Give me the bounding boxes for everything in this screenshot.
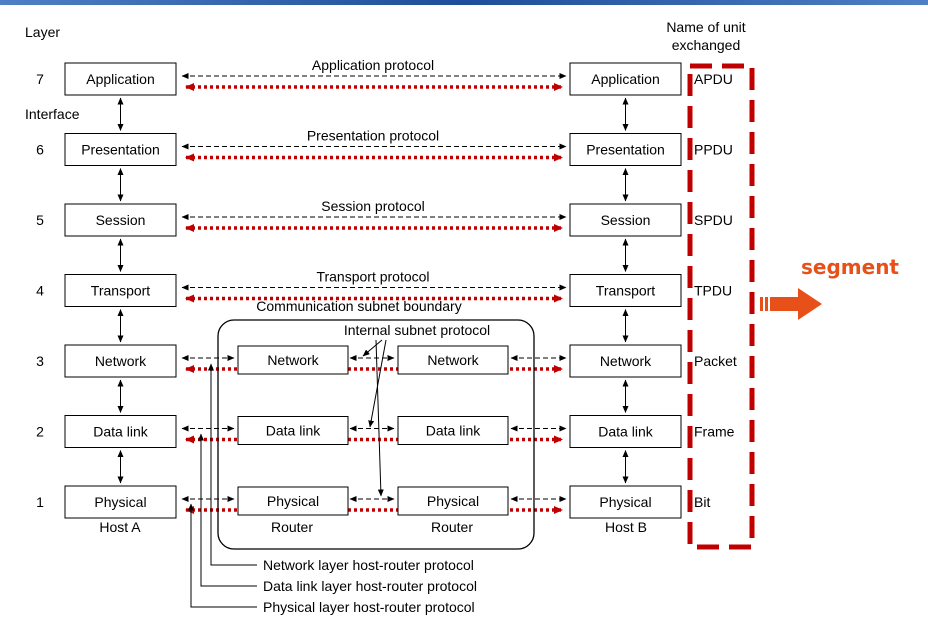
unit-highlight-box	[687, 63, 755, 550]
host-router-leaders	[188, 363, 257, 608]
subnet-boundary	[217, 319, 535, 550]
interface-arrows	[117, 97, 629, 484]
layer-row-physical: 1 Physical Physical Bit	[36, 485, 710, 519]
layer-number-data-link: 2	[36, 424, 44, 440]
host-a-label: Host A	[99, 519, 141, 535]
unit-bit: Bit	[694, 494, 710, 510]
unit-header-line2: exchanged	[672, 37, 741, 53]
host-a-box-session	[64, 203, 177, 237]
router-b-box-data-link	[397, 416, 509, 445]
host-a-label-session: Session	[96, 212, 146, 228]
router-b-label-network: Network	[427, 352, 479, 368]
layer-row-transport: 4 Transport Transport TPDU Transport protoco…	[36, 269, 732, 307]
top-rule	[0, 0, 928, 5]
layer-row-presentation: 6 Presentation Presentation PPDU Presentatio…	[36, 128, 733, 166]
host-a-box-physical	[64, 485, 177, 519]
layer-row-network: 3 Network Network Packet	[36, 344, 737, 378]
host-b-box-physical	[569, 485, 682, 519]
protocol-label-transport: Transport protocol	[316, 269, 429, 285]
layer-rows: 7 Application Application APDU Application p…	[36, 57, 737, 519]
layer-header: Layer	[25, 24, 60, 40]
router-b-label-physical: Physical	[427, 493, 479, 509]
internal-protocol-pointers	[362, 339, 387, 497]
unit-frame: Frame	[694, 424, 735, 440]
subnet-boundary-label: Communication subnet boundary	[256, 298, 461, 314]
layer-number-physical: 1	[36, 494, 44, 510]
host-b-box-transport	[569, 274, 682, 307]
host-b-label-physical: Physical	[599, 494, 651, 510]
layer-number-presentation: 6	[36, 142, 44, 158]
host-a-box-transport	[64, 274, 177, 307]
router-b-label-data-link: Data link	[426, 423, 481, 439]
unit-ppdu: PPDU	[694, 142, 733, 158]
layer-number-transport: 4	[36, 283, 44, 299]
host-b-label: Host B	[605, 519, 647, 535]
host-b-label-application: Application	[591, 71, 660, 87]
internal-protocol-label: Internal subnet protocol	[344, 322, 490, 338]
layer-number-session: 5	[36, 212, 44, 228]
network-host-router-protocol: Network layer host-router protocol	[263, 557, 474, 573]
router-right-label: Router	[431, 519, 473, 535]
host-a-label-transport: Transport	[91, 283, 151, 299]
unit-apdu: APDU	[694, 71, 733, 87]
host-b-label-data-link: Data link	[598, 424, 653, 440]
router-a-label-physical: Physical	[267, 493, 319, 509]
host-b-label-presentation: Presentation	[586, 142, 665, 158]
host-a-label-physical: Physical	[94, 494, 146, 510]
layer-number-network: 3	[36, 353, 44, 369]
layer-row-session: 5 Session Session SPDU Session protocol	[36, 198, 733, 237]
segment-arrow-icon	[760, 288, 822, 320]
host-a-box-presentation	[64, 133, 177, 166]
host-b-label-session: Session	[601, 212, 651, 228]
unit-header-line1: Name of unit	[666, 19, 745, 35]
router-a-box-data-link	[237, 416, 349, 445]
physical-host-router-protocol: Physical layer host-router protocol	[263, 599, 475, 615]
host-a-box-data-link	[64, 415, 177, 448]
router-b-box-network	[397, 345, 509, 375]
host-a-label-network: Network	[95, 353, 147, 369]
host-a-box-network	[64, 344, 177, 378]
router-a-label-network: Network	[267, 352, 319, 368]
interface-label: Interface	[25, 106, 80, 122]
protocol-label-session: Session protocol	[321, 198, 425, 214]
router-left-label: Router	[271, 519, 313, 535]
host-b-label-network: Network	[600, 353, 652, 369]
router-a-box-physical	[237, 486, 349, 516]
router-a-label-data-link: Data link	[266, 423, 321, 439]
host-a-label-data-link: Data link	[93, 424, 148, 440]
datalink-host-router-protocol: Data link layer host-router protocol	[263, 578, 477, 594]
host-b-box-data-link	[569, 415, 682, 448]
layer-row-application: 7 Application Application APDU Application p…	[36, 57, 733, 96]
host-b-box-presentation	[569, 133, 682, 166]
host-a-box-application	[64, 62, 177, 96]
host-b-box-session	[569, 203, 682, 237]
host-b-box-application	[569, 62, 682, 96]
host-b-label-transport: Transport	[596, 283, 656, 299]
segment-annotation: segment	[801, 255, 899, 279]
unit-spdu: SPDU	[694, 212, 733, 228]
host-a-label-application: Application	[86, 71, 155, 87]
router-a-box-network	[237, 345, 349, 375]
unit-tpdu: TPDU	[694, 283, 732, 299]
layer-number-application: 7	[36, 71, 44, 87]
layer-row-data-link: 2 Data link Data link Frame	[36, 415, 735, 448]
host-b-box-network	[569, 344, 682, 378]
protocol-label-presentation: Presentation protocol	[307, 128, 439, 144]
unit-packet: Packet	[694, 353, 737, 369]
host-a-label-presentation: Presentation	[81, 142, 160, 158]
router-boxes: Network Network Data link Data link Physical…	[237, 345, 509, 516]
router-b-box-physical	[397, 486, 509, 516]
protocol-label-application: Application protocol	[312, 57, 434, 73]
